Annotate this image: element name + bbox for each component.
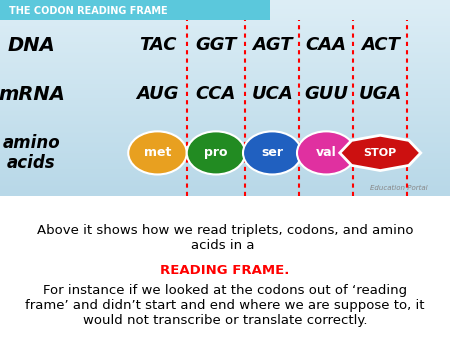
Text: Education Portal: Education Portal (370, 185, 428, 191)
Text: STOP: STOP (364, 148, 397, 158)
Text: UGA: UGA (359, 85, 402, 103)
Text: ACT: ACT (361, 36, 400, 54)
Text: GUU: GUU (304, 85, 348, 103)
Text: Above it shows how we read triplets, codons, and amino
acids in a: Above it shows how we read triplets, cod… (37, 224, 413, 252)
Text: AUG: AUG (136, 85, 179, 103)
Text: ser: ser (261, 146, 283, 160)
FancyBboxPatch shape (0, 0, 270, 20)
Text: amino
acids: amino acids (3, 134, 60, 172)
Text: mRNA: mRNA (0, 84, 65, 104)
Text: GGT: GGT (195, 36, 237, 54)
Text: met: met (144, 146, 171, 160)
Ellipse shape (128, 131, 187, 174)
Text: CAA: CAA (306, 36, 347, 54)
Ellipse shape (243, 131, 302, 174)
Text: THE CODON READING FRAME: THE CODON READING FRAME (9, 6, 167, 16)
Text: TAC: TAC (139, 36, 176, 54)
Ellipse shape (297, 131, 356, 174)
Text: val: val (316, 146, 337, 160)
Text: DNA: DNA (8, 35, 55, 55)
Text: AGT: AGT (252, 36, 292, 54)
Text: UCA: UCA (252, 85, 293, 103)
Text: For instance if we looked at the codons out of ‘reading
frame’ and didn’t start : For instance if we looked at the codons … (25, 284, 425, 327)
Text: READING FRAME.: READING FRAME. (160, 264, 290, 277)
Text: pro: pro (204, 146, 228, 160)
Text: CCA: CCA (196, 85, 236, 103)
Ellipse shape (187, 131, 245, 174)
